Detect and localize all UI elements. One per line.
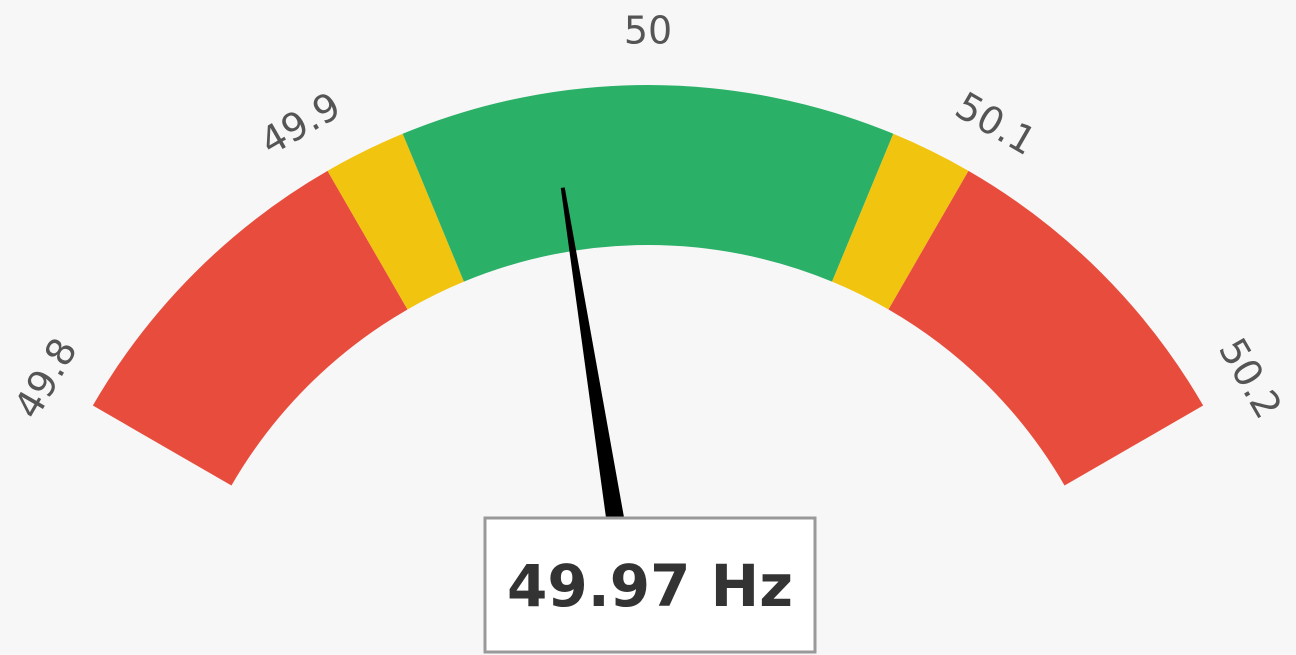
needle [560,187,625,523]
value-box [483,516,817,654]
tick-label: 50 [624,9,672,53]
gauge-band [92,170,408,486]
gauge-band [888,170,1204,486]
gauge-band [832,133,969,310]
gauge-band [402,85,894,282]
value-label: 49.97 Hz [507,552,793,620]
gauge-band [327,133,464,310]
